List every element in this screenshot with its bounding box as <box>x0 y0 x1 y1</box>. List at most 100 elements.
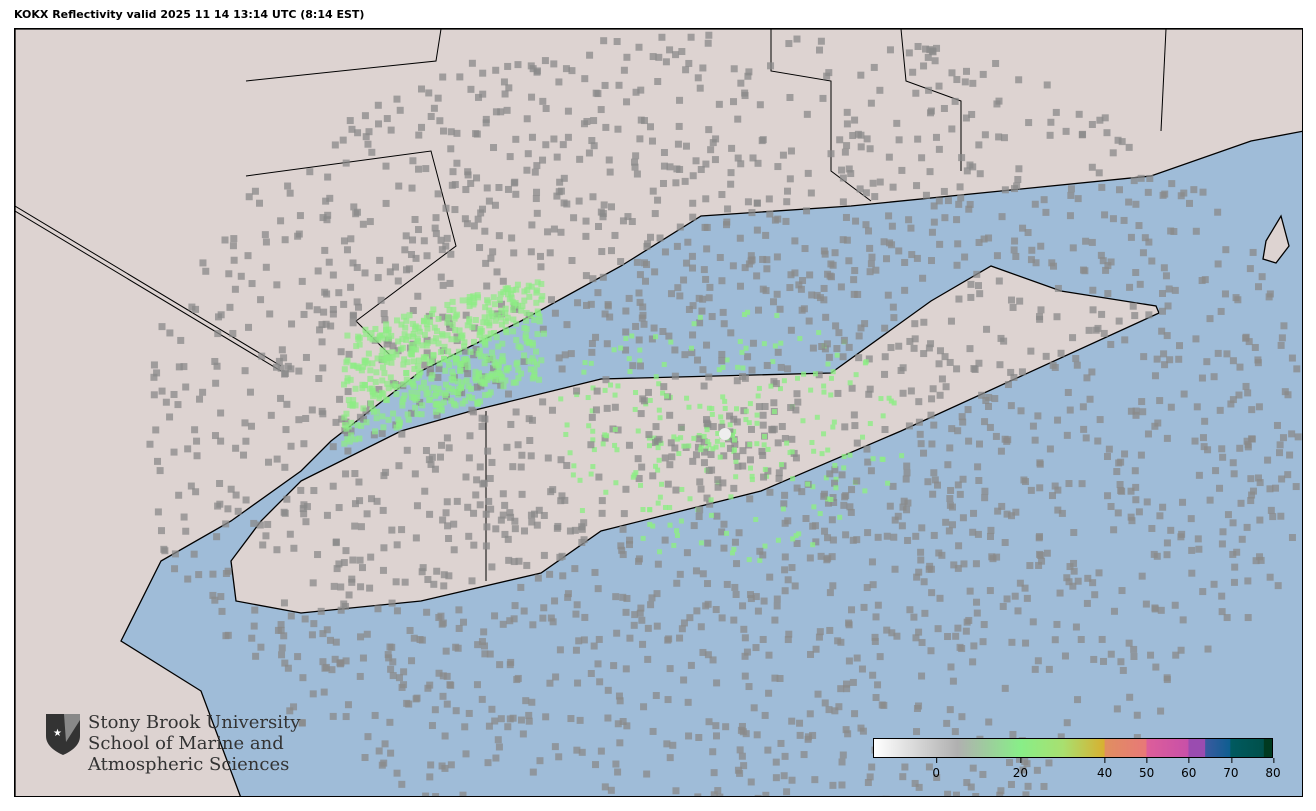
echo-cell <box>810 542 816 548</box>
echo-cell <box>1266 485 1274 493</box>
echo-cell <box>1147 651 1155 659</box>
radar-map[interactable] <box>14 28 1303 797</box>
echo-cell <box>227 485 235 493</box>
echo-cell <box>450 306 457 313</box>
echo-cell <box>825 496 831 502</box>
echo-cell <box>724 357 730 363</box>
echo-cell <box>414 292 422 300</box>
echo-cell <box>655 500 661 506</box>
echo-cell <box>1194 535 1202 543</box>
echo-cell <box>562 65 570 73</box>
echo-cell <box>930 469 938 477</box>
echo-cell <box>860 603 868 611</box>
echo-cell <box>156 467 164 475</box>
echo-cell <box>709 406 715 412</box>
echo-cell <box>440 582 448 590</box>
echo-cell <box>435 401 442 408</box>
echo-cell <box>300 501 308 509</box>
echo-cell <box>712 722 720 730</box>
echo-cell <box>845 165 853 173</box>
echo-cell <box>343 246 351 254</box>
echo-cell <box>464 171 472 179</box>
echo-cell <box>666 46 674 54</box>
echo-cell <box>847 380 853 386</box>
echo-cell <box>174 401 182 409</box>
echo-cell <box>915 783 923 791</box>
echo-cell <box>973 270 981 278</box>
echo-cell <box>570 472 576 478</box>
echo-cell <box>1163 332 1171 340</box>
echo-cell <box>329 310 337 318</box>
echo-cell <box>525 415 533 423</box>
echo-cell <box>333 565 341 573</box>
echo-cell <box>517 583 525 591</box>
colorbar-tick: 80 <box>1265 758 1281 780</box>
echo-cell <box>1254 474 1262 482</box>
echo-cell <box>515 343 522 350</box>
echo-cell <box>704 580 712 588</box>
echo-cell <box>820 492 828 500</box>
echo-cell <box>396 106 404 114</box>
echo-cell <box>881 324 889 332</box>
echo-cell <box>595 473 603 481</box>
echo-cell <box>539 614 547 622</box>
echo-cell <box>1179 498 1187 506</box>
echo-cell <box>278 644 286 652</box>
echo-cell <box>540 511 548 519</box>
echo-cell <box>1010 373 1018 381</box>
echo-cell <box>654 560 662 568</box>
echo-cell <box>975 440 983 448</box>
echo-cell <box>353 298 361 306</box>
echo-cell <box>901 763 909 771</box>
echo-cell <box>1109 215 1117 223</box>
echo-cell <box>308 631 316 639</box>
echo-cell <box>474 215 482 223</box>
echo-cell <box>817 37 825 45</box>
echo-cell <box>1121 336 1129 344</box>
echo-cell <box>484 447 492 455</box>
echo-cell <box>534 279 541 286</box>
echo-cell <box>525 717 533 725</box>
echo-cell <box>447 128 455 136</box>
echo-cell <box>510 615 518 623</box>
echo-cell <box>786 93 794 101</box>
echo-cell <box>520 357 528 365</box>
echo-cell <box>1195 471 1203 479</box>
echo-cell <box>718 528 726 536</box>
echo-cell <box>626 634 634 642</box>
echo-cell <box>559 141 567 149</box>
echo-cell <box>336 395 344 403</box>
echo-cell <box>1096 116 1104 124</box>
echo-cell <box>445 361 452 368</box>
echo-cell <box>1126 283 1134 291</box>
echo-cell <box>175 363 183 371</box>
echo-cell <box>851 116 859 124</box>
echo-cell <box>646 435 652 441</box>
echo-cell <box>602 123 610 131</box>
echo-cell <box>1067 185 1075 193</box>
echo-cell <box>883 255 891 263</box>
echo-cell <box>513 676 521 684</box>
echo-cell <box>910 613 918 621</box>
echo-cell <box>700 438 708 446</box>
echo-cell <box>1008 512 1016 520</box>
echo-cell <box>689 345 695 351</box>
echo-cell <box>718 614 726 622</box>
echo-cell <box>598 509 606 517</box>
echo-cell <box>735 364 741 370</box>
echo-cell <box>903 506 911 514</box>
echo-cell <box>812 645 820 653</box>
echo-cell <box>466 316 473 323</box>
echo-cell <box>825 447 831 453</box>
echo-cell <box>379 377 386 384</box>
echo-cell <box>525 358 532 365</box>
echo-cell <box>551 309 559 317</box>
echo-cell <box>529 340 536 347</box>
echo-cell <box>582 272 590 280</box>
echo-cell <box>343 429 351 437</box>
echo-cell <box>686 404 692 410</box>
echo-cell <box>587 669 595 677</box>
echo-cell <box>754 159 762 167</box>
echo-cell <box>767 62 775 70</box>
echo-cell <box>326 636 334 644</box>
